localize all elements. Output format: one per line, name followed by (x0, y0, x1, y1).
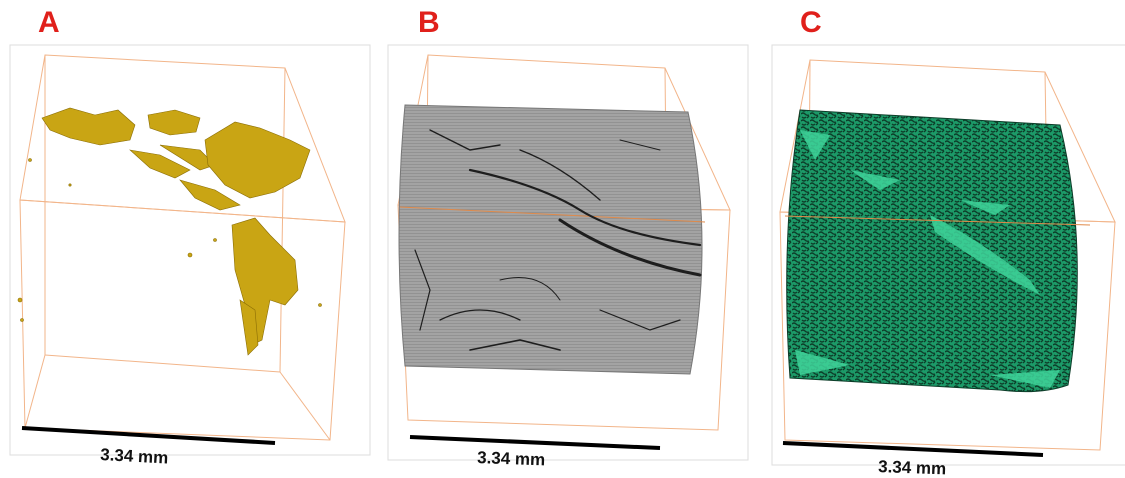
core-sample (399, 105, 702, 374)
pore-network-part (18, 298, 22, 302)
scale-bar (410, 437, 660, 448)
panel-label: A (38, 6, 60, 39)
pore-network-part (29, 159, 32, 162)
panel-label: C (800, 6, 822, 39)
pore-network (18, 108, 322, 355)
scale-label: 3.34 mm (878, 457, 947, 478)
pore-network-part (21, 319, 24, 322)
panel-b: 3.34 mm B (388, 6, 748, 469)
scale-label: 3.34 mm (477, 448, 546, 469)
scale-bar (783, 443, 1043, 455)
pore-network-part (188, 253, 192, 257)
pore-network-part (148, 110, 200, 135)
core-sample (787, 110, 1078, 392)
pore-network-part (205, 122, 310, 198)
pore-network-part (214, 239, 217, 242)
bounding-box-part (280, 68, 285, 372)
panel-a: A 3.34 mm (10, 6, 370, 468)
bounding-box-part (20, 200, 345, 440)
scale-label: 3.34 mm (100, 445, 169, 468)
pore-network-part (69, 184, 71, 186)
panel-label: B (418, 6, 440, 39)
bounding-box-part (20, 55, 345, 222)
panel-c: 3.34 mm C (772, 6, 1125, 478)
figure: A 3.34 mm 3.34 mm B (0, 0, 1125, 478)
pore-network-part (42, 108, 135, 145)
bounding-box-part (45, 355, 280, 372)
pore-network-part (232, 218, 298, 345)
scale-bar (22, 428, 275, 443)
panel-frame (10, 45, 370, 455)
bounding-box-part (280, 372, 330, 440)
bounding-box-part (25, 355, 45, 428)
pore-network-part (319, 304, 322, 307)
